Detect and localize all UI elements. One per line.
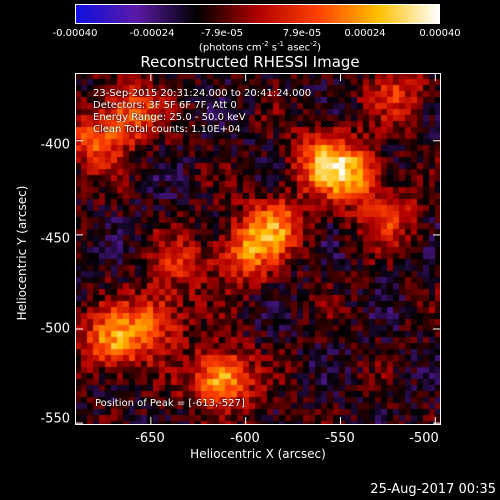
- x-axis-label: Heliocentric X (arcsec): [190, 447, 326, 461]
- clean-counts-text: Clean Total counts: 1.10E+04: [93, 124, 241, 135]
- x-tick-label: -650: [135, 431, 165, 446]
- peak-position-text: Position of Peak = [-613,-527]: [95, 398, 245, 409]
- x-tick-label: -550: [325, 431, 355, 446]
- colorbar-unit-label: (photons cm-2 s-1 asec-2): [198, 40, 322, 54]
- y-axis-label: Heliocentric Y (arcsec): [15, 185, 29, 321]
- colorbar: [75, 4, 440, 24]
- time-range-text: 23-Sep-2015 20:31:24.000 to 20:41:24.000: [93, 88, 312, 99]
- x-tick-label: -500: [409, 431, 439, 446]
- colorbar-tick-label: -0.00024: [129, 28, 175, 39]
- heatmap-image: [75, 73, 441, 425]
- colorbar-tick-label: -0.00040: [52, 28, 98, 39]
- colorbar-tick-label: 0.00024: [344, 28, 386, 39]
- y-tick-label: -550: [40, 411, 70, 427]
- timestamp: 25-Aug-2017 00:35: [370, 482, 496, 497]
- y-tick-label: -450: [40, 231, 70, 247]
- y-tick-label: -400: [40, 137, 70, 153]
- y-tick-label: -500: [40, 321, 70, 337]
- colorbar-tick-label: 0.00040: [419, 28, 461, 39]
- plot-frame: [75, 73, 441, 425]
- detectors-text: Detectors: 3F 5F 6F 7F, Att 0: [93, 100, 237, 111]
- chart-title: Reconstructed RHESSI Image: [140, 53, 360, 71]
- energy-range-text: Energy Range: 25.0 - 50.0 keV: [93, 112, 246, 123]
- colorbar-tick-label: -7.9e-05: [201, 28, 243, 39]
- x-tick-label: -600: [230, 431, 260, 446]
- heatmap-plot-area: [75, 73, 441, 425]
- colorbar-tick-label: 7.9e-05: [282, 28, 322, 39]
- plot-border: [75, 73, 441, 425]
